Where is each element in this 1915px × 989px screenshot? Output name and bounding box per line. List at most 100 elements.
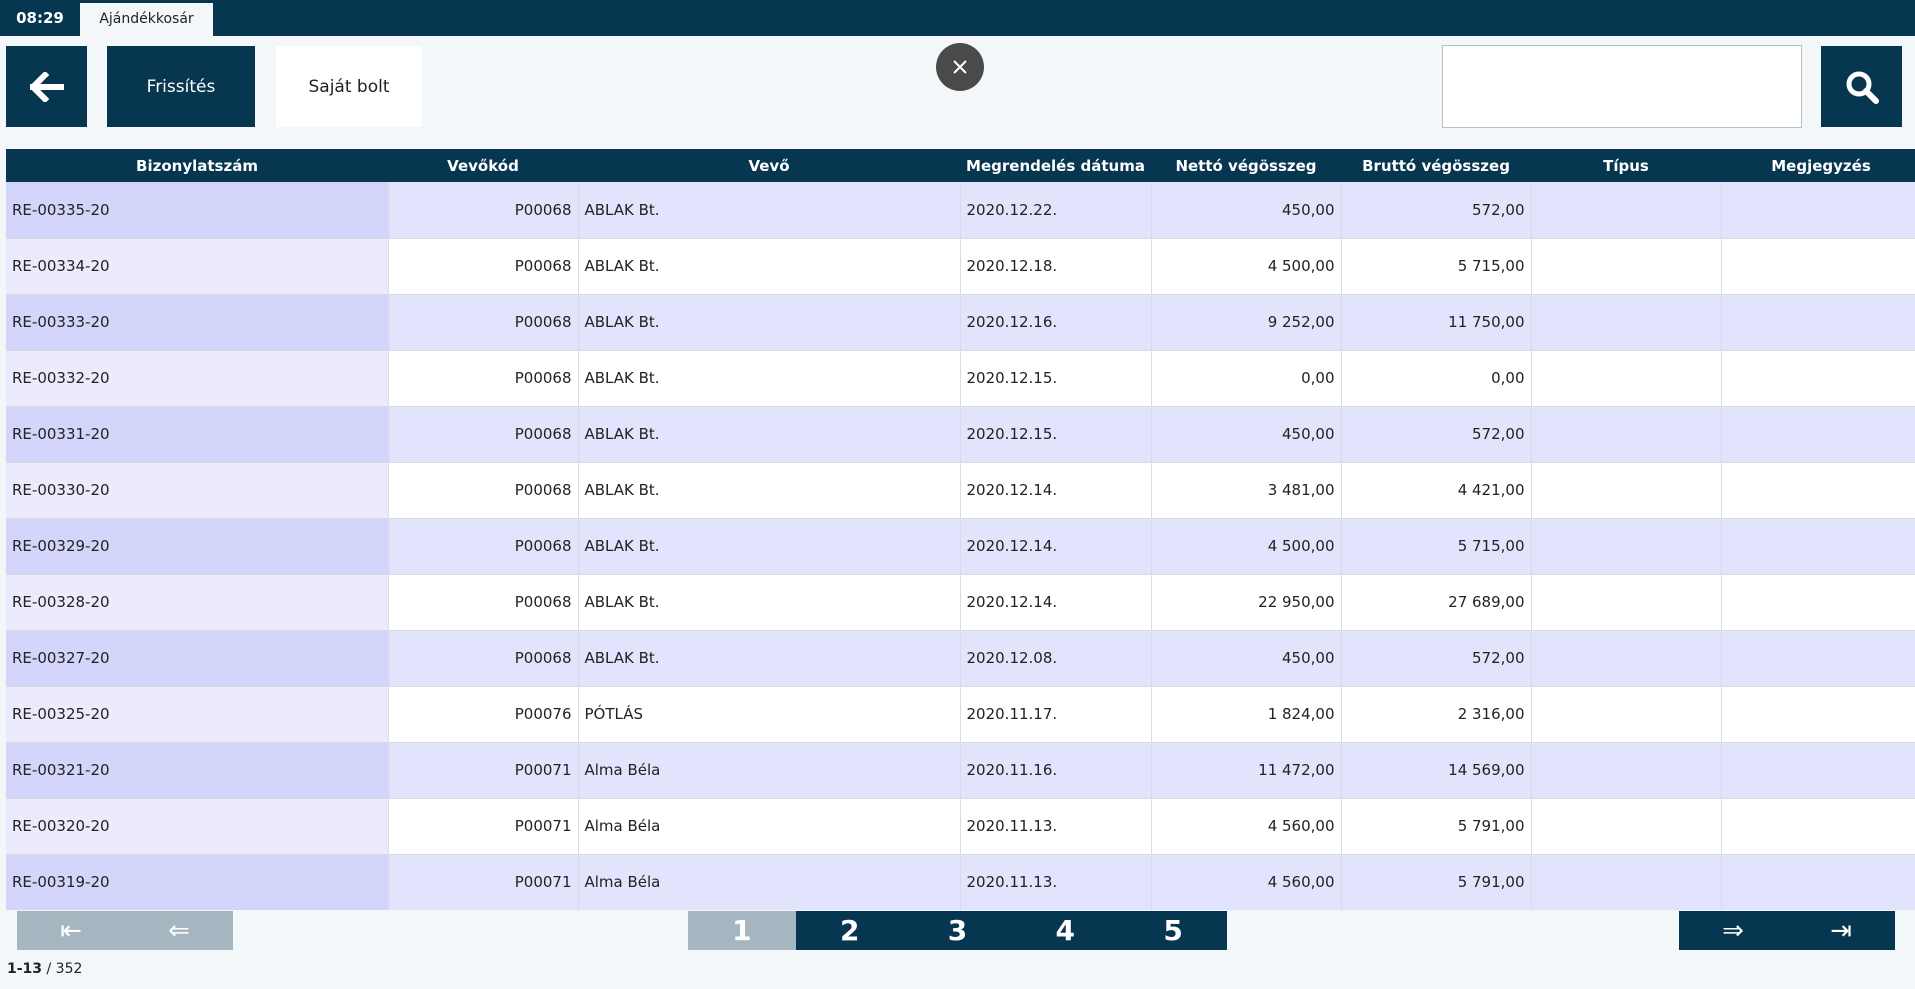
table-cell: [1531, 854, 1722, 910]
table-cell: [1721, 350, 1915, 407]
table-cell: 4 560,00: [1151, 854, 1342, 910]
tab-ajandekkosar[interactable]: Ajándékkosár: [80, 3, 213, 36]
table-row[interactable]: RE-00321-20 P00071 Alma Béla 2020.11.16. 11 …: [6, 742, 1915, 799]
table-row[interactable]: RE-00334-20 P00068 ABLAK Bt. 2020.12.18. 4 5…: [6, 238, 1915, 295]
column-header[interactable]: Megjegyzés: [1721, 149, 1915, 182]
page-button[interactable]: 4: [1055, 914, 1076, 947]
table-cell: 572,00: [1341, 630, 1532, 687]
table-cell: 5 791,00: [1341, 798, 1532, 855]
table-cell: [1721, 406, 1915, 463]
table-row[interactable]: RE-00333-20 P00068 ABLAK Bt. 2020.12.16. 9 2…: [6, 294, 1915, 351]
table-cell: 572,00: [1341, 182, 1532, 239]
first-page-button[interactable]: ⇤: [60, 915, 82, 946]
table-cell: [1531, 574, 1722, 631]
table-cell: P00068: [388, 462, 579, 519]
table-cell: 450,00: [1151, 182, 1342, 239]
column-header[interactable]: Típus: [1531, 149, 1721, 182]
table-cell: 4 560,00: [1151, 798, 1342, 855]
table-row[interactable]: RE-00320-20 P00071 Alma Béla 2020.11.13. 4 5…: [6, 798, 1915, 855]
table-cell: 11 472,00: [1151, 742, 1342, 799]
table-cell: 1 824,00: [1151, 686, 1342, 743]
table-cell: P00068: [388, 238, 579, 295]
last-page-button[interactable]: ⇥: [1830, 915, 1852, 946]
table-cell: 450,00: [1151, 630, 1342, 687]
table-cell: RE-00333-20: [6, 294, 389, 351]
column-header[interactable]: Vevő: [578, 149, 960, 182]
table-cell: [1721, 294, 1915, 351]
table-cell: [1721, 462, 1915, 519]
table-row[interactable]: RE-00325-20 P00076 PÓTLÁS 2020.11.17. 1 824,…: [6, 686, 1915, 743]
next-page-button[interactable]: ⇒: [1722, 915, 1744, 946]
table-cell: P00068: [388, 350, 579, 407]
table-header-row: Bizonylatszám Vevőkód Vevő Megrendelés d…: [6, 149, 1915, 182]
table-row[interactable]: RE-00329-20 P00068 ABLAK Bt. 2020.12.14. 4 5…: [6, 518, 1915, 575]
table-cell: ABLAK Bt.: [578, 406, 961, 463]
table-cell: P00068: [388, 182, 579, 239]
table-cell: Alma Béla: [578, 798, 961, 855]
own-shop-button[interactable]: Saját bolt: [276, 46, 422, 127]
table-cell: RE-00321-20: [6, 742, 389, 799]
orders-table: Bizonylatszám Vevőkód Vevő Megrendelés d…: [6, 149, 1915, 910]
table-cell: 2020.12.14.: [960, 574, 1152, 631]
column-header[interactable]: Megrendelés dátuma: [960, 149, 1151, 182]
page-button[interactable]: 3: [947, 914, 968, 947]
column-header[interactable]: Nettó végösszeg: [1151, 149, 1341, 182]
table-row[interactable]: RE-00332-20 P00068 ABLAK Bt. 2020.12.15. 0,0…: [6, 350, 1915, 407]
table-cell: ABLAK Bt.: [578, 350, 961, 407]
table-cell: 2020.12.18.: [960, 238, 1152, 295]
record-separator: /: [42, 961, 56, 977]
table-cell: 2020.11.13.: [960, 854, 1152, 910]
table-cell: 11 750,00: [1341, 294, 1532, 351]
table-cell: ABLAK Bt.: [578, 294, 961, 351]
refresh-button[interactable]: Frissítés: [107, 46, 255, 127]
table-cell: [1721, 854, 1915, 910]
table-cell: [1721, 742, 1915, 799]
clock: 08:29: [16, 9, 64, 27]
table-cell: 4 500,00: [1151, 238, 1342, 295]
search-input[interactable]: [1442, 45, 1802, 128]
table-cell: 2020.12.16.: [960, 294, 1152, 351]
search-icon: [1846, 71, 1879, 104]
table-cell: ABLAK Bt.: [578, 630, 961, 687]
table-row[interactable]: RE-00330-20 P00068 ABLAK Bt. 2020.12.14. 3 4…: [6, 462, 1915, 519]
table-cell: P00071: [388, 854, 579, 910]
table-cell: ABLAK Bt.: [578, 182, 961, 239]
column-header[interactable]: Vevőkód: [388, 149, 578, 182]
prev-page-button[interactable]: ⇐: [168, 915, 190, 946]
column-header[interactable]: Bruttó végösszeg: [1341, 149, 1531, 182]
table-row[interactable]: RE-00319-20 P00071 Alma Béla 2020.11.13. 4 5…: [6, 854, 1915, 910]
table-cell: ABLAK Bt.: [578, 574, 961, 631]
table-row[interactable]: RE-00331-20 P00068 ABLAK Bt. 2020.12.15. 450…: [6, 406, 1915, 463]
table-cell: [1531, 406, 1722, 463]
table-row[interactable]: RE-00328-20 P00068 ABLAK Bt. 2020.12.14. 22 …: [6, 574, 1915, 631]
search-button[interactable]: [1821, 46, 1902, 127]
back-button[interactable]: [6, 46, 87, 127]
table-row[interactable]: RE-00335-20 P00068 ABLAK Bt. 2020.12.22. 450…: [6, 182, 1915, 239]
table-cell: 2020.12.14.: [960, 518, 1152, 575]
table-cell: [1721, 518, 1915, 575]
table-cell: [1531, 742, 1722, 799]
table-cell: Alma Béla: [578, 854, 961, 910]
table-cell: [1531, 518, 1722, 575]
table-row[interactable]: RE-00327-20 P00068 ABLAK Bt. 2020.12.08. 450…: [6, 630, 1915, 687]
table-cell: [1531, 462, 1722, 519]
table-cell: ABLAK Bt.: [578, 518, 961, 575]
table-cell: [1531, 686, 1722, 743]
table-cell: P00068: [388, 294, 579, 351]
table-cell: RE-00335-20: [6, 182, 389, 239]
table-cell: 27 689,00: [1341, 574, 1532, 631]
table-cell: 2020.11.16.: [960, 742, 1152, 799]
page-button[interactable]: 1: [688, 911, 796, 950]
table-cell: RE-00319-20: [6, 854, 389, 910]
close-button[interactable]: [936, 43, 984, 91]
table-cell: 3 481,00: [1151, 462, 1342, 519]
table-cell: RE-00320-20: [6, 798, 389, 855]
table-cell: [1721, 798, 1915, 855]
page-button[interactable]: 2: [839, 914, 860, 947]
table-cell: 2020.12.15.: [960, 406, 1152, 463]
table-cell: 2 316,00: [1341, 686, 1532, 743]
page-button[interactable]: 5: [1163, 914, 1183, 947]
table-cell: 2020.12.15.: [960, 350, 1152, 407]
table-cell: PÓTLÁS: [578, 686, 961, 743]
column-header[interactable]: Bizonylatszám: [6, 149, 388, 182]
